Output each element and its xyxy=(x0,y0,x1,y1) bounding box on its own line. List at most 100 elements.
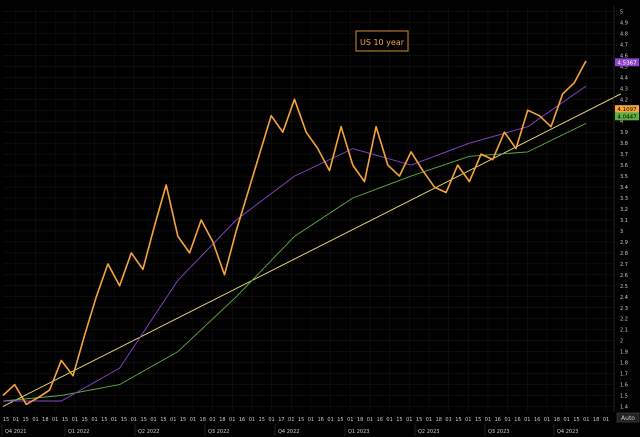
y-tick-label: 2.1 xyxy=(620,328,628,334)
x-tick-label: 01 xyxy=(524,417,530,423)
x-tick-label: 01 xyxy=(563,417,569,423)
value-label-box xyxy=(615,58,639,67)
y-tick-label: 4.6 xyxy=(620,53,628,59)
x-tick-label: 18 xyxy=(42,417,48,423)
x-tick-label: 01 xyxy=(583,417,589,423)
x-tick-label: 16 xyxy=(377,417,383,423)
x-tick-label: 01 xyxy=(13,417,19,423)
x-tick-label: 18 xyxy=(219,417,225,423)
x-tick-label: 16 xyxy=(239,417,245,423)
x-tick-label: 18 xyxy=(593,417,599,423)
y-tick-label: 4 xyxy=(620,119,623,125)
x-tick-label: 15 xyxy=(82,417,88,423)
x-tick-label: 15 xyxy=(22,417,28,423)
x-tick-label: 15 xyxy=(3,417,9,423)
x-tick-label: 15 xyxy=(141,417,147,423)
y-tick-label: 3.3 xyxy=(620,196,628,202)
x-quarter-label: Q4 2021 xyxy=(5,429,26,435)
y-tick-label: 4.8 xyxy=(620,31,628,37)
x-tick-label: 01 xyxy=(229,417,235,423)
x-quarter-label: Q2 2022 xyxy=(138,429,159,435)
y-tick-label: 3.4 xyxy=(620,185,628,191)
x-tick-label: 01 xyxy=(327,417,333,423)
auto-label: Auto xyxy=(621,415,635,422)
x-tick-label: 01 xyxy=(32,417,38,423)
x-tick-label: 01 xyxy=(268,417,274,423)
x-tick-label: 15 xyxy=(121,417,127,423)
y-tick-label: 1.4 xyxy=(620,405,628,411)
y-tick-label: 3.7 xyxy=(620,152,628,158)
x-tick-label: 15 xyxy=(101,417,107,423)
y-tick-label: 4.5 xyxy=(620,64,628,70)
y-tick-label: 3.5 xyxy=(620,174,628,180)
y-tick-label: 3 xyxy=(620,229,623,235)
y-axis: 54.94.84.74.64.54.44.34.24.143.93.83.73.… xyxy=(613,6,628,412)
x-tick-label: 01 xyxy=(91,417,97,423)
y-tick-label: 4.4 xyxy=(620,75,628,81)
x-tick-label: 18 xyxy=(554,417,560,423)
y-tick-label: 3.6 xyxy=(620,163,628,169)
x-tick-label: 01 xyxy=(504,417,510,423)
y-tick-label: 4.3 xyxy=(620,86,628,92)
y-tick-label: 1.6 xyxy=(620,383,628,389)
x-quarter-label: Q3 2023 xyxy=(488,429,509,435)
value-label-box xyxy=(615,112,639,121)
series-line-3 xyxy=(2,93,622,407)
x-tick-label: 15 xyxy=(396,417,402,423)
grid xyxy=(3,6,614,412)
x-tick-label: 01 xyxy=(308,417,314,423)
series-lines xyxy=(2,60,622,407)
x-tick-label: 01 xyxy=(150,417,156,423)
y-tick-label: 2.9 xyxy=(620,240,628,246)
x-tick-label: 01 xyxy=(445,417,451,423)
x-tick-label: 01 xyxy=(544,417,550,423)
y-tick-label: 4.7 xyxy=(620,42,628,48)
x-tick-label: 01 xyxy=(72,417,78,423)
y-tick-label: 2.2 xyxy=(620,317,628,323)
y-tick-label: 2.4 xyxy=(620,295,628,301)
y-tick-label: 2.6 xyxy=(620,273,628,279)
x-tick-label: 18 xyxy=(357,417,363,423)
x-quarter-label: Q4 2023 xyxy=(557,429,578,435)
x-tick-label: 15 xyxy=(475,417,481,423)
chart-title: US 10 year xyxy=(360,38,405,47)
y-tick-label: 2.7 xyxy=(620,262,628,268)
y-tick-label: 3.8 xyxy=(620,141,628,147)
auto-button[interactable]: Auto xyxy=(616,412,640,423)
x-tick-label: 15 xyxy=(160,417,166,423)
y-tick-label: 3.2 xyxy=(620,207,628,213)
y-tick-label: 2.5 xyxy=(620,284,628,290)
x-tick-label: 01 xyxy=(249,417,255,423)
x-tick-label: 01 xyxy=(485,417,491,423)
value-label: 4.1097 xyxy=(617,107,637,113)
y-tick-label: 2 xyxy=(620,339,623,345)
y-tick-label: 5 xyxy=(620,9,623,15)
series-line-0 xyxy=(2,60,587,406)
value-label: 4.5367 xyxy=(617,60,637,66)
x-tick-label: 15 xyxy=(298,417,304,423)
x-quarter-label: Q2 2023 xyxy=(418,429,439,435)
x-tick-label: 01 xyxy=(111,417,117,423)
x-tick-label: 17 xyxy=(278,417,284,423)
x-tick-label: 01 xyxy=(131,417,137,423)
x-tick-label: 01 xyxy=(426,417,432,423)
y-tick-label: 3.9 xyxy=(620,130,628,136)
title-box: US 10 year xyxy=(355,30,409,52)
x-tick-label: 01 xyxy=(288,417,294,423)
x-tick-label: 01 xyxy=(406,417,412,423)
x-tick-label: 01 xyxy=(465,417,471,423)
x-tick-label: 01 xyxy=(52,417,58,423)
x-tick-label: 15 xyxy=(337,417,343,423)
x-tick-label: 15 xyxy=(180,417,186,423)
y-tick-label: 4.2 xyxy=(620,97,628,103)
x-tick-label: 18 xyxy=(436,417,442,423)
y-tick-label: 1.7 xyxy=(620,372,628,378)
x-tick-label: 18 xyxy=(200,417,206,423)
y-tick-label: 2.8 xyxy=(620,251,628,257)
y-tick-label: 1.9 xyxy=(620,350,628,356)
x-tick-label: 16 xyxy=(514,417,520,423)
x-tick-label: 15 xyxy=(455,417,461,423)
